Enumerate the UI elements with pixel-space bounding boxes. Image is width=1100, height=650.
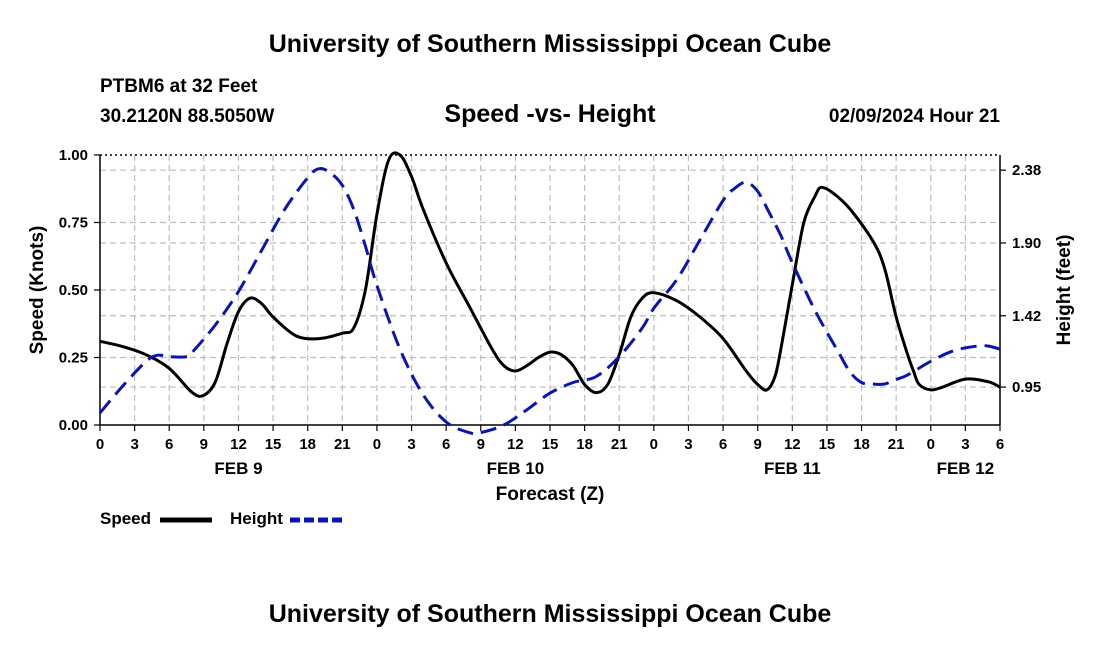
x-tick-label: 0 (96, 436, 104, 453)
x-tick-label: 18 (853, 436, 870, 453)
y-left-tick-label: 0.25 (59, 350, 88, 367)
y-axis-title-left: Speed (Knots) (27, 226, 48, 355)
series-line-height (98, 167, 1001, 436)
x-tick-label: 6 (719, 436, 727, 453)
y-left-tick-label: 1.00 (59, 147, 88, 164)
x-tick-label: 12 (507, 436, 524, 453)
x-tick-label: 0 (650, 436, 658, 453)
date-label: FEB 12 (937, 459, 995, 478)
x-tick-label: 6 (165, 436, 173, 453)
x-tick-label: 21 (888, 436, 905, 453)
y-right-tick-label: 2.38 (1012, 162, 1041, 179)
x-tick-label: 15 (265, 436, 282, 453)
x-tick-label: 9 (477, 436, 485, 453)
x-tick-label: 12 (230, 436, 247, 453)
x-tick-label: 0 (373, 436, 381, 453)
x-tick-label: 21 (611, 436, 628, 453)
y-left-tick-label: 0.50 (59, 282, 88, 299)
y-left-tick-label: 0.00 (59, 417, 88, 434)
x-axis-title: Forecast (Z) (496, 484, 605, 505)
x-tick-label: 15 (542, 436, 559, 453)
station-coordinates: 30.2120N 88.5050W (100, 106, 275, 127)
x-tick-label: 3 (130, 436, 138, 453)
x-tick-label: 3 (961, 436, 969, 453)
x-tick-label: 3 (407, 436, 415, 453)
y-right-tick-label: 0.95 (1012, 379, 1041, 396)
forecast-datetime: 02/09/2024 Hour 21 (828, 106, 1000, 127)
x-tick-label: 6 (442, 436, 450, 453)
x-tick-label: 9 (754, 436, 762, 453)
x-tick-label: 9 (200, 436, 208, 453)
station-label: PTBM6 at 32 Feet (100, 76, 258, 97)
legend-label-height: Height (230, 509, 283, 528)
x-tick-label: 12 (784, 436, 801, 453)
x-tick-label: 3 (684, 436, 692, 453)
chart-subtitle: Speed -vs- Height (444, 100, 656, 128)
y-right-tick-label: 1.42 (1012, 308, 1041, 325)
chart-bottom-title: University of Southern Mississippi Ocean… (268, 600, 832, 628)
x-tick-label: 15 (819, 436, 836, 453)
x-tick-label: 6 (996, 436, 1004, 453)
chart-top-title: University of Southern Mississippi Ocean… (268, 30, 832, 58)
series-line-speed (99, 151, 1001, 398)
x-tick-label: 0 (927, 436, 935, 453)
y-axis-title-right: Height (feet) (1054, 235, 1075, 346)
y-left-tick-label: 0.75 (59, 215, 88, 232)
date-label: FEB 9 (214, 459, 262, 478)
x-tick-label: 21 (334, 436, 351, 453)
x-tick-label: 18 (299, 436, 316, 453)
date-label: FEB 10 (487, 459, 545, 478)
date-label: FEB 11 (764, 459, 821, 478)
y-right-tick-label: 1.90 (1012, 235, 1041, 252)
legend-label-speed: Speed (100, 509, 152, 528)
x-tick-label: 18 (576, 436, 593, 453)
